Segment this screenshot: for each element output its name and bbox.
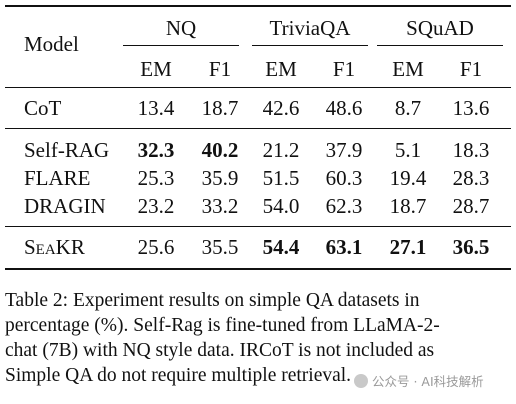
cmidrule-squad [377, 45, 503, 46]
table-cell: 35.5 [201, 235, 239, 259]
header-model: Model [24, 32, 79, 56]
cmidrule-nq [123, 45, 239, 46]
table-caption: Table 2: Experiment results on simple QA… [5, 288, 513, 388]
watermark-text: 公众号 · AI科技解析 [372, 374, 484, 389]
table-cell: 8.7 [394, 96, 422, 120]
row-model: FLARE [24, 166, 91, 190]
table-cell: 51.5 [262, 166, 300, 190]
row-model: DRAGIN [24, 194, 106, 218]
table-cell-best: 63.1 [325, 235, 363, 259]
table-cell-best: 36.5 [452, 235, 490, 259]
header-group-triviaqa: TriviaQA [269, 16, 351, 40]
header-group-squad: SQuAD [406, 16, 474, 40]
table-cell: 13.4 [137, 96, 175, 120]
table-cell: 54.0 [262, 194, 300, 218]
table-cell: 18.7 [201, 96, 239, 120]
table-cell: 42.6 [262, 96, 300, 120]
table-cell-best: 32.3 [137, 138, 175, 162]
wechat-icon [354, 374, 368, 388]
header-metric: EM [265, 57, 297, 81]
table-cell: 28.3 [452, 166, 490, 190]
watermark: 公众号 · AI科技解析 [354, 371, 484, 390]
table-cell: 21.2 [262, 138, 300, 162]
row-model: Self-RAG [24, 138, 110, 162]
table-cell: 48.6 [325, 96, 363, 120]
caption-line: Table 2: Experiment results on simple QA… [5, 290, 420, 311]
table-cell: 18.7 [389, 194, 427, 218]
table-cell: 33.2 [201, 194, 239, 218]
header-metric: F1 [332, 57, 356, 81]
row-model-seakr: SeaKR [24, 235, 85, 259]
table-cell: 13.6 [452, 96, 490, 120]
table-cell: 25.6 [137, 235, 175, 259]
header-metric: F1 [459, 57, 483, 81]
table-cell-best: 40.2 [201, 138, 239, 162]
header-metric: EM [392, 57, 424, 81]
table-cell: 60.3 [325, 166, 363, 190]
top-rule [5, 5, 511, 7]
table-cell: 62.3 [325, 194, 363, 218]
table-cell-best: 27.1 [389, 235, 427, 259]
header-metric: F1 [208, 57, 232, 81]
cmidrule-triviaqa [252, 45, 368, 46]
table-cell: 18.3 [452, 138, 490, 162]
header-group-nq: NQ [165, 16, 197, 40]
table-cell: 37.9 [325, 138, 363, 162]
header-metric: EM [140, 57, 172, 81]
group-rule [5, 128, 511, 129]
caption-line: percentage (%). Self-Rag is fine-tuned f… [5, 315, 440, 336]
caption-line: chat (7B) with NQ style data. IRCoT is n… [5, 340, 435, 361]
table-cell: 35.9 [201, 166, 239, 190]
table-cell: 5.1 [394, 138, 422, 162]
table-cell: 23.2 [137, 194, 175, 218]
table-cell: 25.3 [137, 166, 175, 190]
header-rule [5, 87, 511, 88]
table-cell: 19.4 [389, 166, 427, 190]
group-rule [5, 226, 511, 227]
caption-line: Simple QA do not require multiple retrie… [5, 365, 352, 386]
table-cell-best: 54.4 [262, 235, 300, 259]
bottom-rule [5, 268, 511, 270]
row-model: CoT [24, 96, 62, 120]
table-cell: 28.7 [452, 194, 490, 218]
